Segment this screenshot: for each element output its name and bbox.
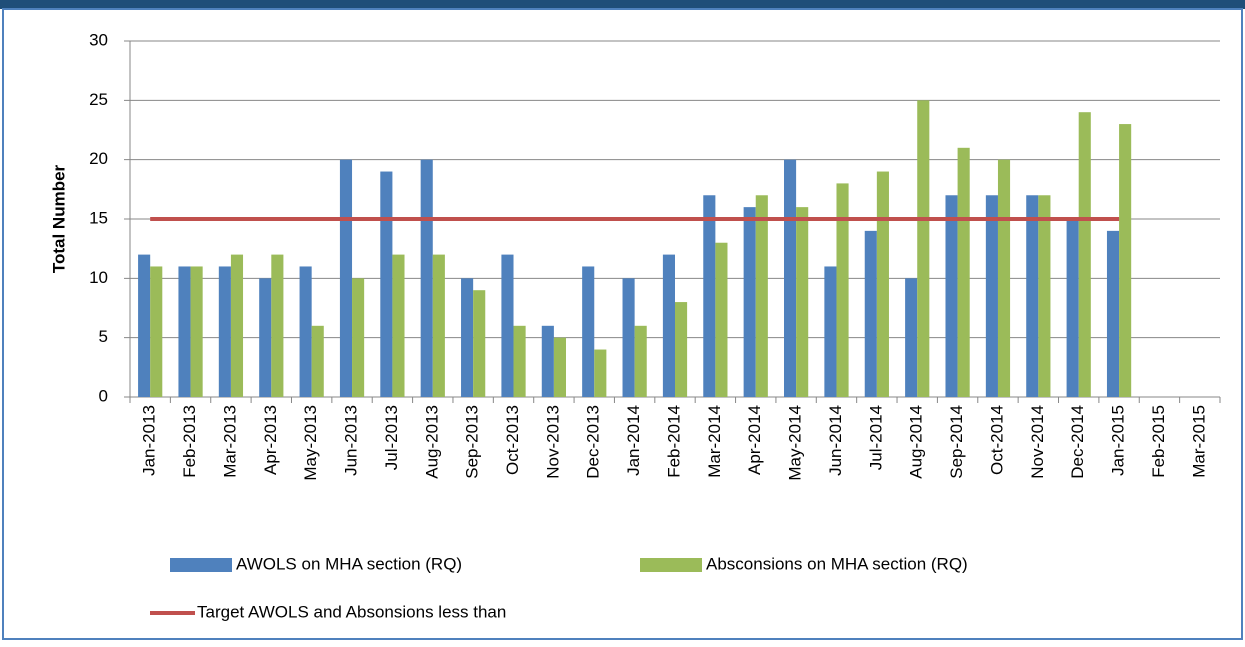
bar [864, 230, 877, 397]
bar [190, 266, 203, 397]
x-tick-label: Sep-2014 [947, 405, 966, 479]
x-tick-label: Mar-2014 [705, 405, 724, 478]
bar [138, 254, 151, 397]
bar [352, 278, 365, 397]
x-tick-label: Sep-2013 [463, 405, 482, 479]
x-tick-label: Mar-2013 [220, 405, 239, 478]
bar [824, 266, 837, 397]
bar [622, 278, 635, 397]
y-tick-label: 5 [99, 327, 108, 346]
bar [743, 207, 756, 397]
bar [150, 266, 163, 397]
bar [178, 266, 191, 397]
x-tick-label: Feb-2013 [180, 405, 199, 478]
bar [945, 195, 958, 397]
bar [594, 349, 607, 397]
bar [957, 147, 970, 397]
y-tick-label: 20 [89, 149, 108, 168]
bar [1119, 124, 1132, 398]
bar [836, 183, 849, 397]
bar [634, 325, 647, 397]
bar [392, 254, 405, 397]
bar [311, 325, 324, 397]
y-tick-label: 15 [89, 208, 108, 227]
y-axis-title: Total Number [49, 164, 68, 273]
x-tick-label: May-2013 [301, 405, 320, 481]
x-tick-label: Nov-2014 [1028, 405, 1047, 479]
y-tick-label: 10 [89, 268, 108, 287]
bar [380, 171, 393, 397]
bar [339, 159, 353, 397]
bar [703, 195, 716, 397]
bar [876, 171, 889, 397]
bar [473, 290, 486, 397]
bar [259, 278, 272, 397]
x-tick-label: Jul-2013 [382, 405, 401, 470]
x-tick-label: Aug-2013 [422, 405, 441, 479]
legend-label: Absconsions on MHA section (RQ) [706, 554, 968, 573]
legend-label: Target AWOLS and Absonsions less than [197, 602, 506, 621]
bar [513, 325, 526, 397]
bar [1106, 230, 1120, 397]
bar [662, 254, 675, 397]
bar [218, 266, 231, 397]
frame [2, 8, 1243, 640]
bar [432, 254, 445, 397]
x-tick-label: May-2014 [786, 405, 805, 481]
bar [917, 100, 930, 397]
bar [230, 254, 244, 397]
x-tick-label: Oct-2013 [503, 405, 522, 475]
x-tick-label: Apr-2013 [261, 405, 280, 475]
x-tick-label: Jan-2014 [624, 405, 643, 476]
bar [755, 195, 768, 397]
bar [1066, 219, 1079, 397]
x-tick-label: Apr-2014 [745, 405, 764, 475]
x-tick-label: Dec-2013 [584, 405, 603, 479]
x-tick-label: Feb-2014 [664, 405, 683, 478]
y-tick-label: 25 [89, 90, 108, 109]
bar [461, 278, 474, 397]
y-tick-label: 0 [99, 386, 108, 405]
x-tick-label: Jun-2014 [826, 405, 845, 476]
x-tick-label: Jan-2015 [1109, 405, 1128, 476]
legend-swatch [640, 558, 702, 572]
bar [553, 337, 566, 397]
x-tick-label: Jan-2013 [140, 405, 159, 476]
x-tick-label: Feb-2015 [1149, 405, 1168, 478]
bar [1026, 195, 1039, 397]
bar [796, 207, 809, 397]
x-tick-label: Oct-2014 [987, 405, 1006, 475]
bar [997, 159, 1011, 397]
y-tick-label: 30 [89, 30, 108, 49]
bar [715, 242, 728, 397]
x-tick-label: Nov-2013 [543, 405, 562, 479]
x-tick-label: Jul-2014 [866, 405, 885, 470]
bar [541, 325, 554, 397]
bar [985, 195, 998, 397]
header-bar [0, 0, 1245, 9]
bar [1038, 195, 1051, 397]
x-tick-label: Aug-2014 [907, 405, 926, 479]
x-tick-label: Dec-2014 [1068, 405, 1087, 479]
bar [299, 266, 312, 397]
x-tick-label: Jun-2013 [342, 405, 361, 476]
x-tick-label: Mar-2015 [1189, 405, 1208, 478]
bar [582, 266, 595, 397]
bar [675, 302, 688, 397]
bar [784, 159, 797, 397]
bar [905, 278, 918, 397]
bar [501, 254, 514, 397]
legend-swatch [170, 558, 232, 572]
bar [1078, 112, 1091, 397]
legend-label: AWOLS on MHA section (RQ) [236, 554, 462, 573]
bar [271, 254, 284, 397]
bar [420, 159, 433, 397]
